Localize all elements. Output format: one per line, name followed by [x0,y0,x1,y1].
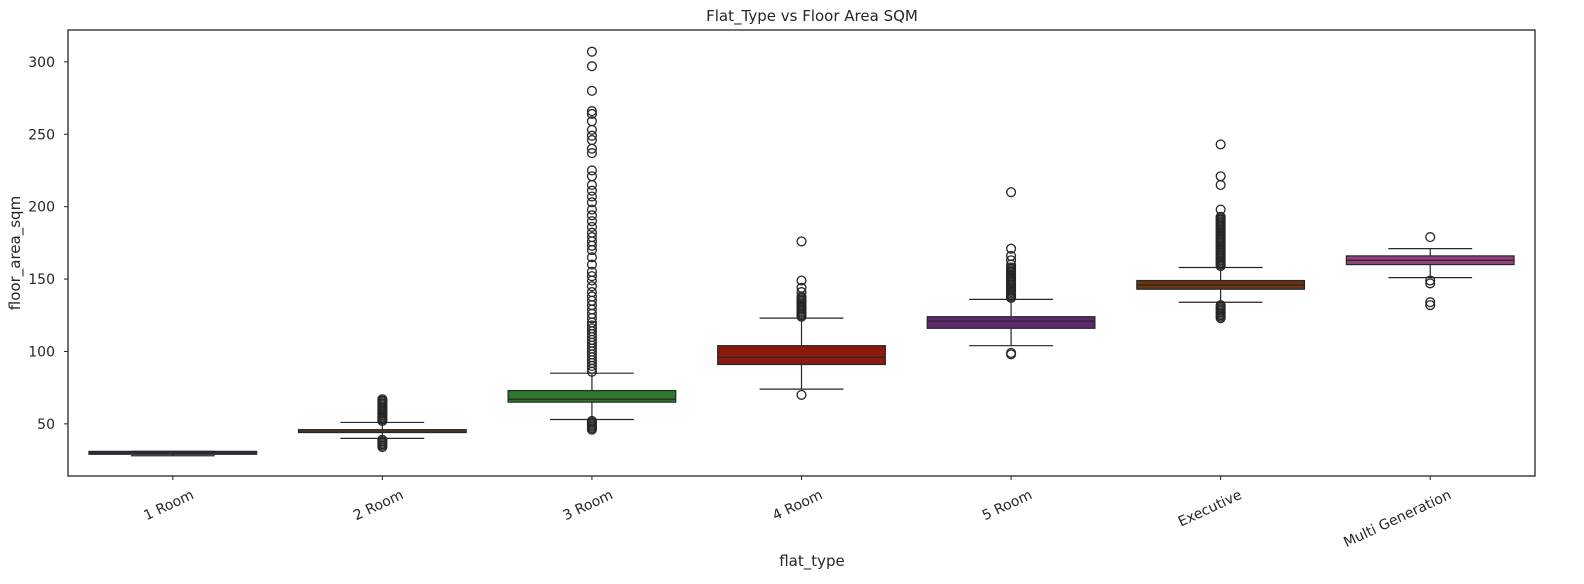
outlier-point [796,287,807,298]
y-axis: 50 100 150 200 250 300 [28,55,68,433]
iqr-box [926,316,1096,329]
outlier-point [586,191,597,202]
outlier-point [586,291,597,302]
outlier-point [796,236,807,247]
x-axis: 1 Room 2 Room 3 Room 4 Room 5 Room Executive M… [141,476,1454,551]
outlier-point [586,221,597,232]
outlier-point [586,266,597,277]
outlier-point [1425,300,1436,311]
outlier-point [586,320,597,331]
outlier-point [586,130,597,141]
box-1-room [88,450,258,457]
x-tick-label: 5 Room [980,487,1035,524]
y-tick-label: 150 [28,272,55,288]
chart-title: Flat_Type vs Floor Area SQM [706,7,918,26]
outlier-point [586,281,597,292]
outlier-point [1006,250,1017,261]
box-executive [1136,139,1306,324]
x-tick-label: Executive [1176,487,1245,530]
outlier-point [586,287,597,298]
outlier-point [586,171,597,182]
box-5-room [926,187,1096,360]
x-tick-label: Multi Generation [1341,487,1454,551]
outlier-point [796,389,807,400]
outlier-point [586,210,597,221]
outlier-point [1006,347,1017,358]
outlier-point [1215,171,1226,182]
outlier-point [1006,187,1017,198]
outlier-point [1425,297,1436,308]
x-tick-label: 1 Room [141,487,196,524]
outlier-point [1006,243,1017,254]
iqr-box [717,345,886,366]
outlier-point [586,135,597,146]
outlier-point [586,165,597,176]
outlier-point [586,185,597,196]
outlier-point [586,227,597,238]
outlier-point [1215,179,1226,190]
outlier-point [1215,204,1226,215]
outlier-point [586,323,597,334]
outlier-point [586,197,597,208]
x-axis-label: flat_type [779,552,845,571]
outlier-point [586,108,597,120]
outlier-point [586,124,597,135]
outlier-point [586,61,597,72]
outlier-point [1215,211,1226,222]
outlier-point [586,415,597,427]
y-tick-label: 200 [28,200,55,216]
outlier-point [1425,275,1436,286]
outlier-point [586,259,597,270]
y-tick-label: 50 [37,417,55,433]
outlier-point [1425,232,1436,243]
plot-frame [67,29,1536,477]
outlier-point [1425,278,1436,289]
x-tick-label: 2 Room [351,487,406,524]
outlier-point [377,434,388,445]
box-2-room [297,394,467,453]
outlier-point [1006,262,1017,273]
outlier-point [377,394,388,405]
outlier-point [586,271,597,282]
outlier-point [586,46,597,57]
x-tick-label: 3 Room [561,487,616,524]
outlier-point [796,275,807,286]
outlier-point [1006,255,1017,266]
y-tick-label: 300 [28,55,55,71]
outlier-point [586,148,597,159]
box-3-room [507,46,677,435]
y-tick-label: 100 [28,344,55,360]
outlier-point [586,106,597,117]
outlier-point [796,282,807,293]
y-axis-label: floor_area_sqm [6,196,25,310]
outlier-point [1215,300,1226,311]
outlier-point [586,179,597,190]
x-tick-label: 4 Room [770,487,825,524]
box-4-room [717,236,886,400]
outlier-point [1215,139,1226,150]
outlier-point [586,116,597,127]
outlier-point [586,85,597,96]
y-tick-label: 250 [28,127,55,143]
box-multi-generation [1345,232,1515,311]
outlier-point [586,232,597,243]
plot-area [88,46,1515,457]
outlier-point [586,204,597,215]
iqr-box [507,389,677,403]
outlier-point [586,216,597,227]
outlier-point [586,252,597,263]
